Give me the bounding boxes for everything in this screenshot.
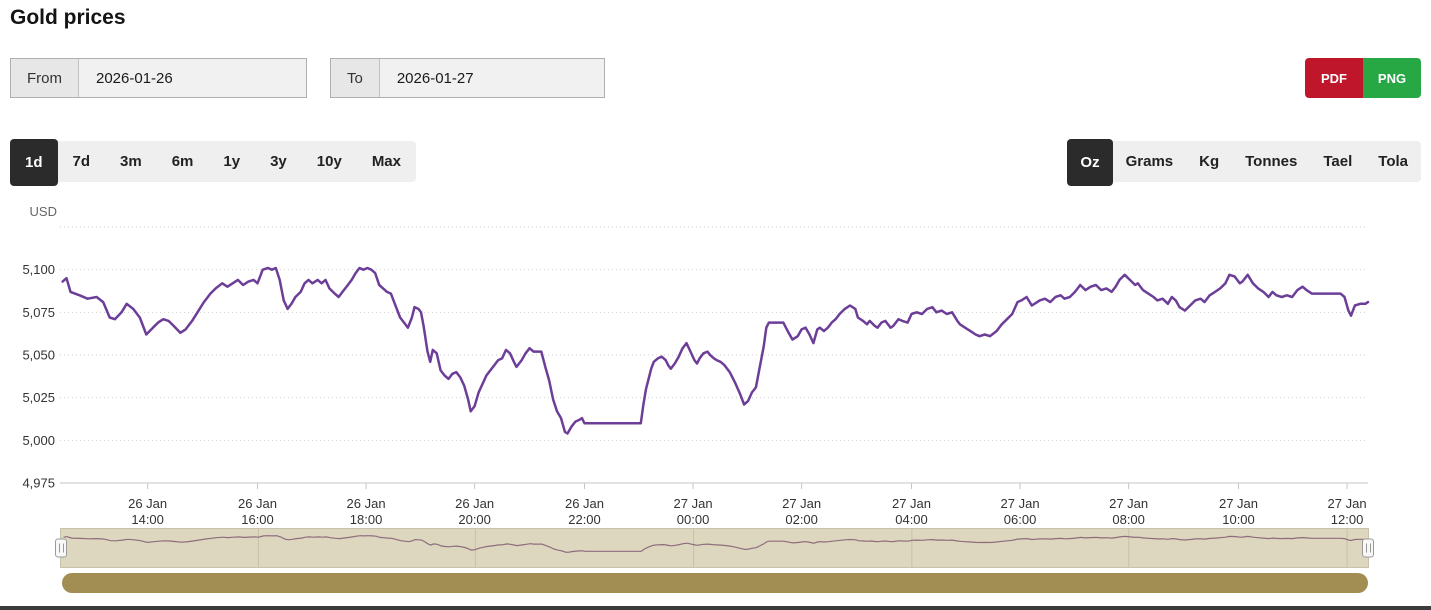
range-tab-1d[interactable]: 1d (10, 139, 58, 186)
unit-tab-tael[interactable]: Tael (1323, 153, 1353, 170)
range-tab-3m[interactable]: 3m (120, 153, 142, 170)
svg-text:16:00: 16:00 (241, 512, 274, 527)
svg-text:26 Jan: 26 Jan (347, 496, 386, 511)
unit-tabs: Oz Grams Kg Tonnes Tael Tola (1067, 139, 1421, 186)
svg-text:4,975: 4,975 (22, 476, 55, 491)
range-tab-6m[interactable]: 6m (171, 153, 194, 170)
svg-text:5,000: 5,000 (22, 433, 55, 448)
svg-text:02:00: 02:00 (785, 512, 818, 527)
from-date-label: From (11, 59, 79, 97)
svg-text:27 Jan: 27 Jan (892, 496, 931, 511)
range-tab-1y[interactable]: 1y (223, 153, 241, 170)
svg-text:27 Jan: 27 Jan (1001, 496, 1040, 511)
to-date-group: To 2026-01-27 (330, 58, 605, 98)
svg-text:20:00: 20:00 (458, 512, 491, 527)
navigator[interactable] (55, 528, 1374, 568)
navigator-right-handle[interactable] (1362, 538, 1374, 558)
svg-text:27 Jan: 27 Jan (782, 496, 821, 511)
svg-text:27 Jan: 27 Jan (674, 496, 713, 511)
svg-text:08:00: 08:00 (1112, 512, 1145, 527)
range-tab-7d[interactable]: 7d (72, 153, 91, 170)
svg-text:27 Jan: 27 Jan (1219, 496, 1258, 511)
svg-text:18:00: 18:00 (350, 512, 383, 527)
svg-text:5,025: 5,025 (22, 390, 55, 405)
footer-divider (0, 606, 1431, 610)
from-date-input[interactable]: 2026-01-26 (96, 69, 173, 87)
unit-tab-oz[interactable]: Oz (1067, 139, 1113, 186)
svg-text:04:00: 04:00 (895, 512, 928, 527)
from-date-group: From 2026-01-26 (10, 58, 307, 98)
svg-text:10:00: 10:00 (1222, 512, 1255, 527)
svg-text:USD: USD (30, 204, 57, 219)
svg-text:5,050: 5,050 (22, 348, 55, 363)
navigator-mini-chart (63, 529, 1369, 567)
svg-text:12:00: 12:00 (1331, 512, 1364, 527)
svg-text:14:00: 14:00 (131, 512, 164, 527)
svg-text:26 Jan: 26 Jan (238, 496, 277, 511)
export-pdf-button[interactable]: PDF (1305, 58, 1363, 98)
page-title: Gold prices (10, 6, 126, 29)
unit-tab-tonnes[interactable]: Tonnes (1245, 153, 1298, 170)
export-buttons: PDF PNG (1305, 58, 1421, 98)
to-date-input[interactable]: 2026-01-27 (396, 69, 474, 87)
range-tab-3y[interactable]: 3y (270, 153, 287, 170)
svg-text:26 Jan: 26 Jan (455, 496, 494, 511)
svg-text:00:00: 00:00 (677, 512, 710, 527)
range-tab-10y[interactable]: 10y (316, 153, 342, 170)
svg-text:06:00: 06:00 (1004, 512, 1037, 527)
svg-text:5,075: 5,075 (22, 305, 55, 320)
unit-tab-kg[interactable]: Kg (1199, 153, 1220, 170)
range-tab-max[interactable]: Max (371, 153, 401, 170)
range-tabs: 1d 7d 3m 6m 1y 3y 10y Max (10, 139, 416, 186)
svg-text:27 Jan: 27 Jan (1109, 496, 1148, 511)
unit-tab-grams[interactable]: Grams (1125, 153, 1174, 170)
svg-text:22:00: 22:00 (568, 512, 601, 527)
svg-text:27 Jan: 27 Jan (1328, 496, 1367, 511)
svg-text:5,100: 5,100 (22, 262, 55, 277)
chart-scrollbar[interactable] (62, 573, 1368, 593)
navigator-left-handle[interactable] (55, 538, 67, 558)
svg-text:26 Jan: 26 Jan (565, 496, 604, 511)
to-date-label: To (331, 59, 380, 97)
export-png-button[interactable]: PNG (1363, 58, 1421, 98)
svg-text:26 Jan: 26 Jan (128, 496, 167, 511)
unit-tab-tola[interactable]: Tola (1378, 153, 1408, 170)
